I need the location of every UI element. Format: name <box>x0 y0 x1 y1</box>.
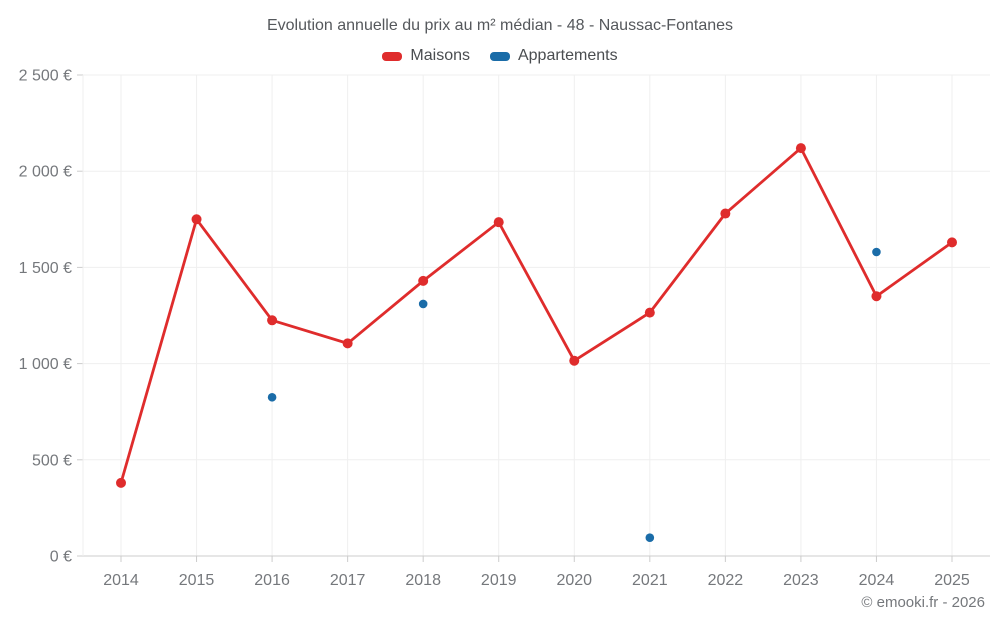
chart-title: Evolution annuelle du prix au m² médian … <box>266 17 734 34</box>
maisons-point-2023[interactable] <box>795 143 806 154</box>
legend-item-appartements[interactable]: Appartements <box>489 47 618 65</box>
y-tick-label: 2 000 € <box>19 164 72 181</box>
x-tick-label: 2016 <box>254 572 290 589</box>
maisons-point-2015[interactable] <box>191 214 202 225</box>
x-tick-label: 2015 <box>179 572 215 589</box>
appartements-point-2016[interactable] <box>267 392 277 402</box>
x-tick-label: 2020 <box>556 572 592 589</box>
maisons-point-2021[interactable] <box>644 307 655 318</box>
y-tick-label: 0 € <box>50 549 72 566</box>
maisons-point-2025[interactable] <box>946 237 957 248</box>
maisons-point-2022[interactable] <box>720 208 731 219</box>
appartements-swatch-icon <box>489 51 510 61</box>
appartements-point-2024[interactable] <box>872 247 881 257</box>
appartements-point-2021[interactable] <box>645 533 655 543</box>
maisons-swatch-icon <box>382 51 403 61</box>
appartements-point-2018[interactable] <box>418 299 428 309</box>
x-tick-label: 2014 <box>103 572 139 589</box>
x-tick-label: 2018 <box>405 572 441 589</box>
y-tick-label: 1 500 € <box>19 260 72 277</box>
legend-label-appartements: Appartements <box>517 47 618 64</box>
x-tick-label: 2023 <box>783 572 819 589</box>
x-tick-label: 2024 <box>859 572 895 589</box>
x-tick-label: 2022 <box>708 572 744 589</box>
y-tick-label: 1 000 € <box>19 356 72 373</box>
x-tick-label: 2025 <box>934 572 970 589</box>
y-tick-label: 500 € <box>32 452 72 469</box>
maisons-point-2019[interactable] <box>493 217 504 228</box>
y-tick-label: 2 500 € <box>19 68 72 85</box>
legend-label-maisons: Maisons <box>410 47 470 64</box>
maisons-point-2014[interactable] <box>116 477 126 488</box>
maisons-point-2016[interactable] <box>267 315 278 326</box>
legend: Maisons Appartements <box>0 47 1000 65</box>
maisons-point-2024[interactable] <box>871 291 882 302</box>
x-tick-label: 2019 <box>481 572 517 589</box>
maisons-point-2018[interactable] <box>418 275 429 286</box>
maisons-point-2017[interactable] <box>342 338 353 349</box>
maisons-point-2020[interactable] <box>569 355 580 366</box>
legend-item-maisons[interactable]: Maisons <box>382 47 470 65</box>
x-tick-label: 2021 <box>632 572 668 589</box>
copyright-text: © emooki.fr - 2026 <box>861 594 985 611</box>
maisons-line <box>119 146 954 485</box>
x-tick-label: 2017 <box>330 572 366 589</box>
